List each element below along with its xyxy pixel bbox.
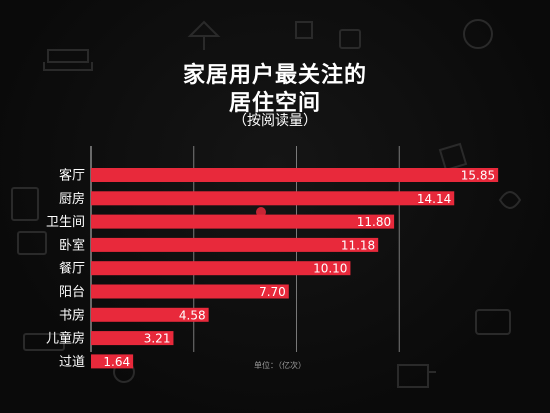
kettle-icon <box>397 364 436 388</box>
chart-title-line1: 家居用户最关注的 <box>182 63 367 88</box>
value-label: 11.18 <box>341 238 375 252</box>
box-icon <box>339 29 361 49</box>
value-label: 11.80 <box>357 215 391 229</box>
category-label: 卧室 <box>59 237 85 253</box>
cup-icon <box>295 21 313 39</box>
tv-icon <box>475 309 511 335</box>
value-label: 1.64 <box>103 355 130 369</box>
cabinet-icon <box>17 231 47 255</box>
value-label: 4.58 <box>179 308 206 322</box>
bar <box>91 191 455 206</box>
unit-label: 单位：（亿次） <box>254 361 306 370</box>
bar <box>91 284 289 299</box>
chart-title-line2: 居住空间 <box>228 91 321 116</box>
category-label: 阳台 <box>59 285 85 300</box>
bar <box>91 237 379 252</box>
value-label: 14.14 <box>417 192 451 206</box>
value-label: 10.10 <box>313 262 347 276</box>
value-label: 3.21 <box>144 332 171 346</box>
bar <box>91 307 209 322</box>
lamp-icon <box>187 20 221 50</box>
bed-icon <box>23 333 65 351</box>
bar <box>91 261 351 276</box>
chair-icon <box>438 142 468 172</box>
category-label: 书房 <box>59 307 85 323</box>
plate-icon <box>463 19 493 49</box>
bar <box>91 168 499 182</box>
bar <box>91 331 174 346</box>
category-label: 儿童房 <box>46 331 85 347</box>
category-label: 过道 <box>59 355 85 370</box>
frame-icon <box>11 187 39 221</box>
category-label: 餐厅 <box>59 261 85 277</box>
category-label: 厨房 <box>59 191 85 207</box>
pin-icon <box>256 207 266 217</box>
bar <box>91 354 134 369</box>
plant-icon <box>498 191 522 209</box>
chart-subtitle: （按阅读量） <box>233 113 317 129</box>
category-label: 客厅 <box>59 168 85 184</box>
value-label: 7.70 <box>259 285 286 299</box>
category-label: 卫生间 <box>46 215 85 230</box>
value-label: 15.85 <box>461 169 495 183</box>
sofa-icon <box>43 49 93 71</box>
bar <box>91 214 395 229</box>
